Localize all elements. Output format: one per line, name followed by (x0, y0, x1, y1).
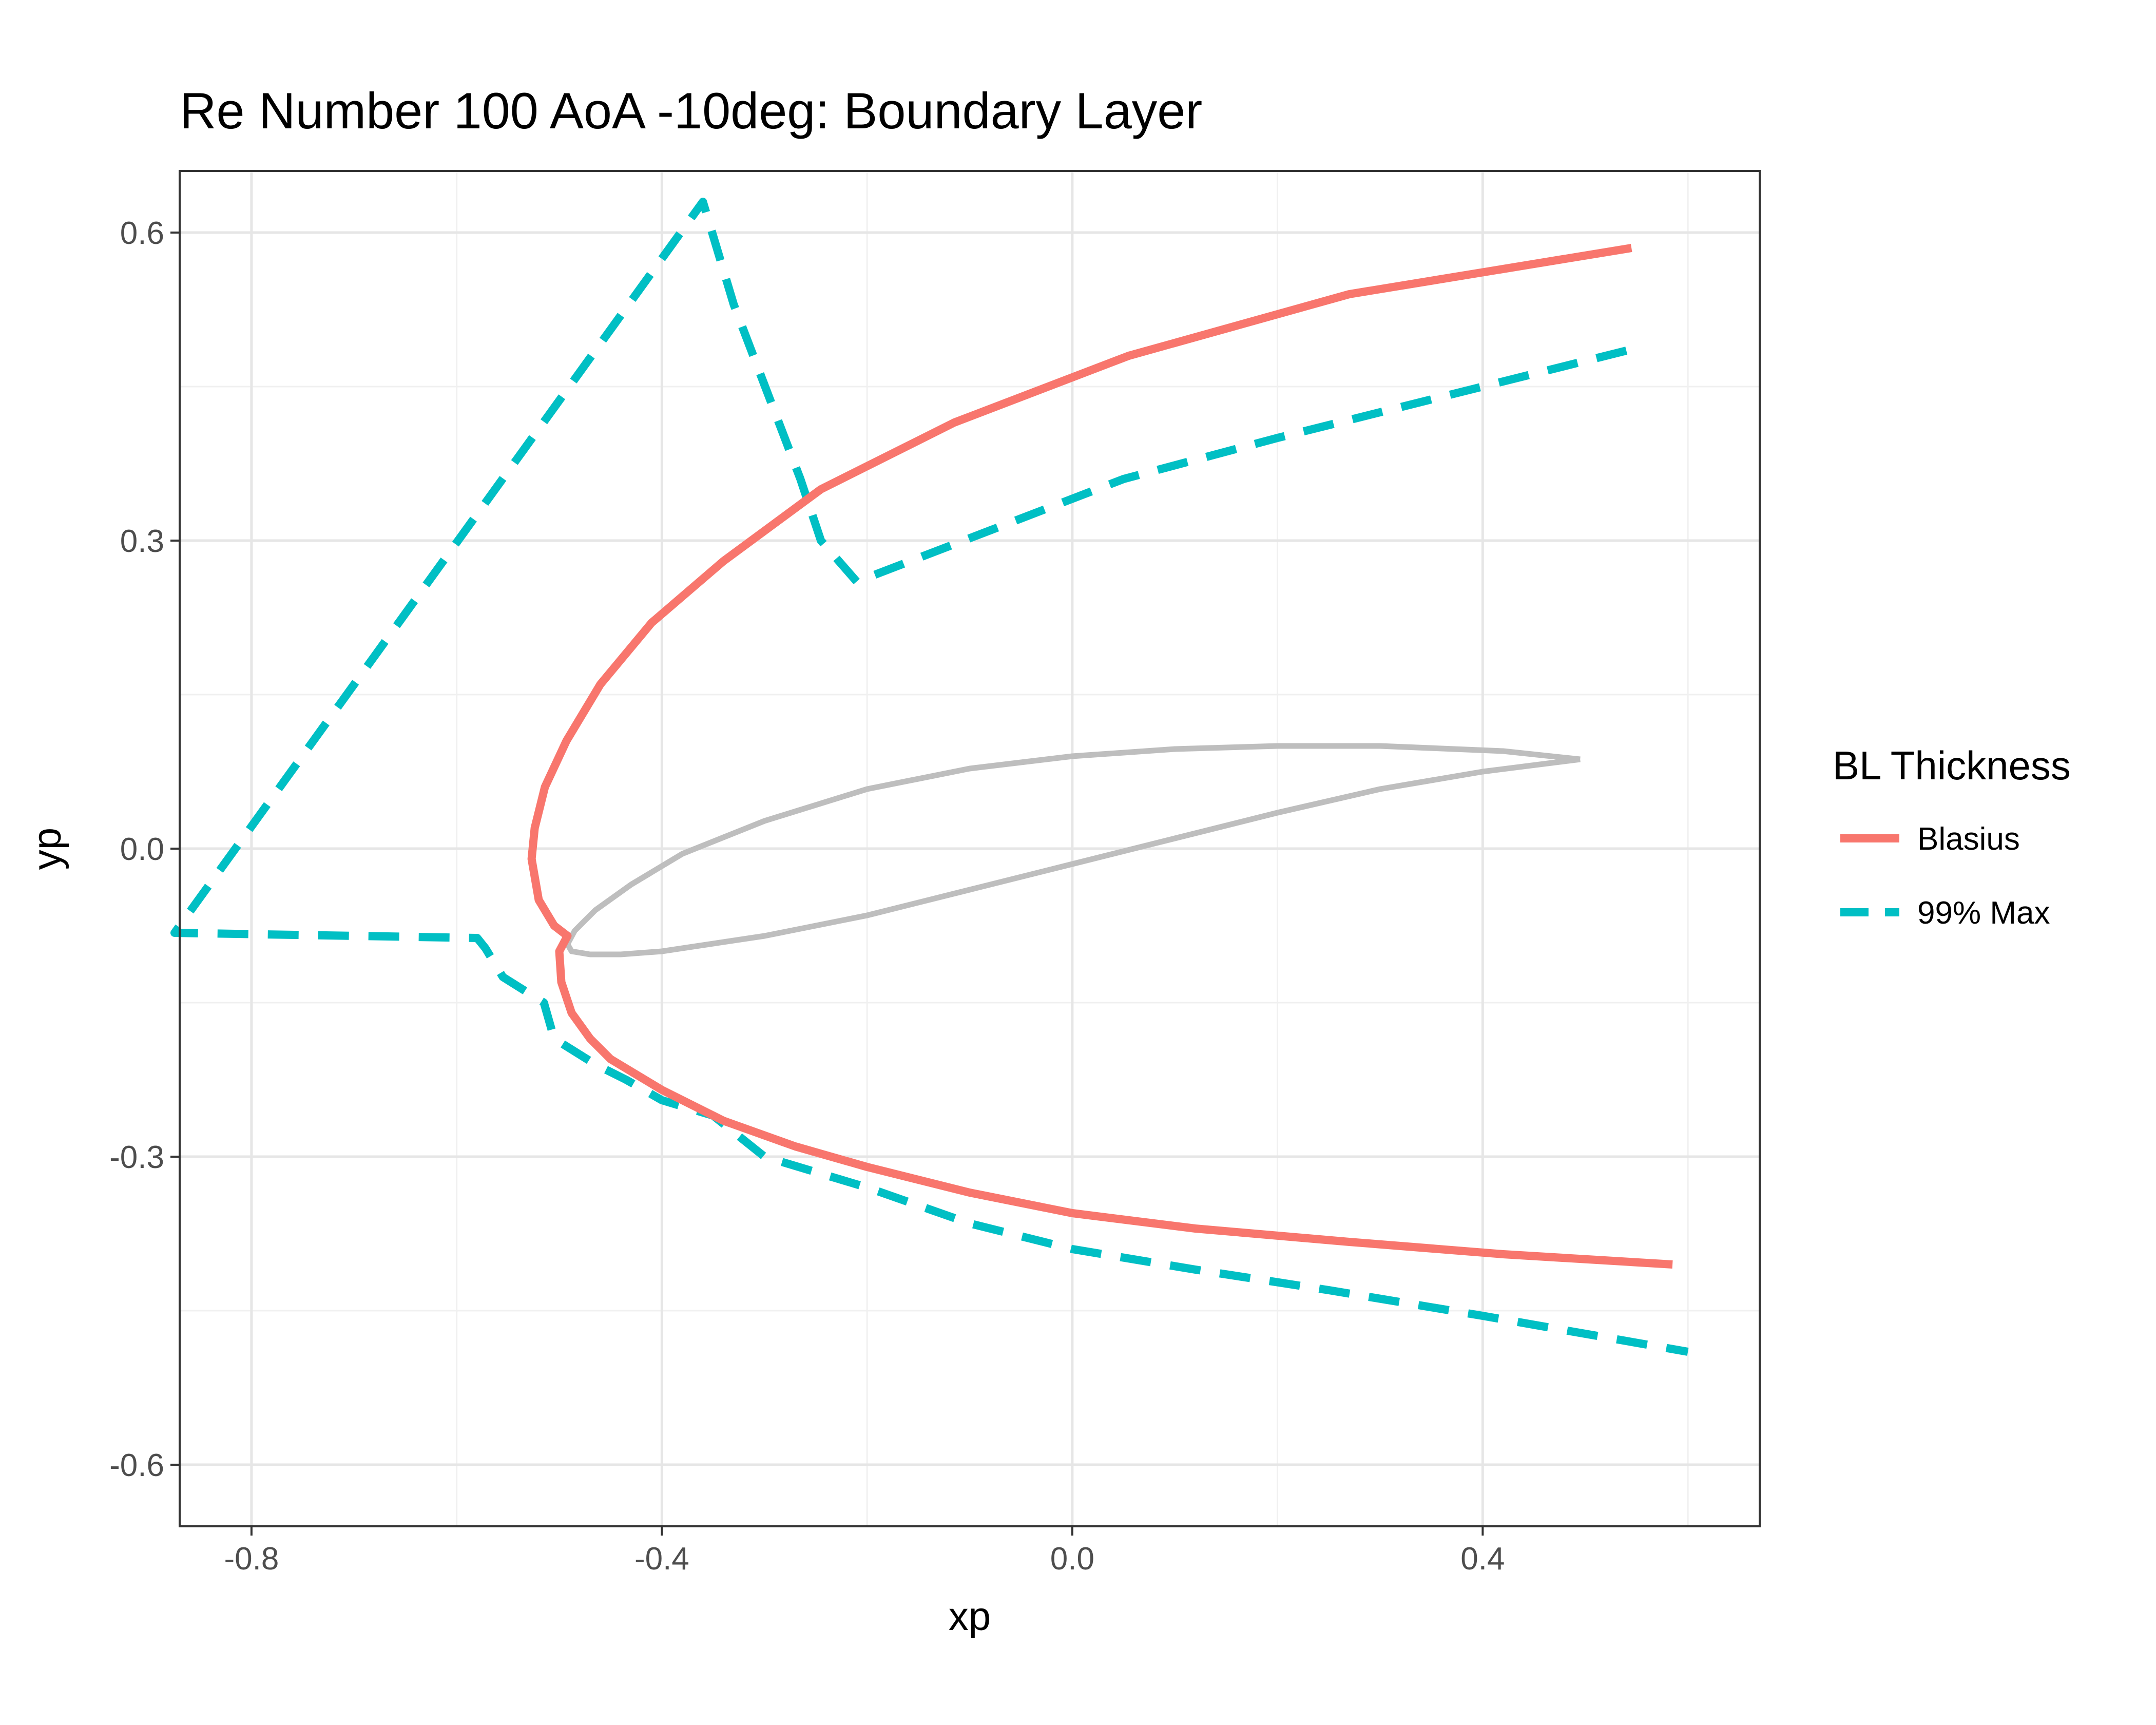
x-axis-title: xp (949, 1594, 991, 1639)
y-tick-label: -0.3 (109, 1140, 164, 1175)
y-axis: -0.6 -0.3 0.0 0.3 0.6 (109, 216, 180, 1483)
y-tick-label: 0.0 (120, 832, 164, 867)
plot-panel (170, 170, 1761, 1527)
y-axis-title: yp (24, 828, 69, 870)
series-line-99-max (170, 198, 1689, 1356)
legend-title: BL Thickness (1833, 743, 2071, 788)
x-tick-label: 0.0 (1050, 1541, 1094, 1577)
y-tick-label: 0.3 (120, 524, 164, 559)
legend-items: Blasius 99% Max (1840, 821, 2050, 931)
chart-title: Re Number 100 AoA -10deg: Boundary Layer (180, 82, 1202, 139)
legend-label: 99% Max (1917, 895, 2050, 931)
legend-label: Blasius (1917, 821, 2020, 857)
x-tick-label: -0.4 (634, 1541, 689, 1577)
y-tick-label: 0.6 (120, 216, 164, 251)
x-tick-label: 0.4 (1460, 1541, 1505, 1577)
y-tick-label: -0.6 (109, 1448, 164, 1483)
series-line-blasius (527, 244, 1673, 1269)
x-axis: -0.8 -0.4 0.0 0.4 (224, 1526, 1505, 1577)
x-tick-label: -0.8 (224, 1541, 279, 1577)
series-layer (170, 198, 1689, 1356)
legend: BL Thickness Blasius 99% Max (1833, 743, 2071, 931)
